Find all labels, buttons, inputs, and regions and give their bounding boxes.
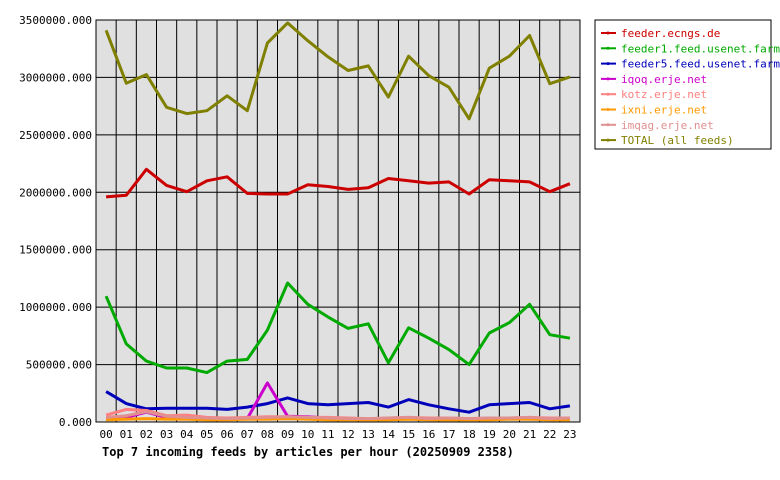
series-lines	[104, 21, 571, 422]
series-line	[104, 21, 571, 121]
y-tick-label: 1500000.000	[19, 244, 92, 257]
series-line	[104, 281, 571, 375]
x-tick-label: 17	[442, 428, 455, 441]
x-tick-label: 05	[200, 428, 213, 441]
y-tick-label: 500000.000	[26, 359, 92, 372]
x-tick-label: 01	[120, 428, 133, 441]
y-tick-label: 3500000.000	[19, 14, 92, 27]
x-tick-label: 19	[483, 428, 496, 441]
legend-marker	[606, 62, 610, 66]
y-tick-label: 1000000.000	[19, 301, 92, 314]
legend-label: ixni.erje.net	[621, 104, 707, 117]
y-tick-label: 3000000.000	[19, 71, 92, 84]
x-tick-label: 08	[261, 428, 274, 441]
x-tick-label: 16	[422, 428, 435, 441]
x-tick-label: 15	[402, 428, 415, 441]
x-tick-label: 12	[341, 428, 354, 441]
chart-title: Top 7 incoming feeds by articles per hou…	[102, 445, 514, 459]
x-tick-label: 10	[301, 428, 314, 441]
y-tick-label: 0.000	[59, 416, 92, 429]
x-tick-label: 18	[462, 428, 475, 441]
legend-label: feeder5.feed.usenet.farm	[621, 58, 780, 71]
legend-marker	[606, 31, 610, 35]
x-tick-label: 09	[281, 428, 294, 441]
y-tick-label: 2500000.000	[19, 129, 92, 142]
legend-marker	[606, 92, 610, 96]
legend-label: TOTAL (all feeds)	[621, 134, 734, 147]
legend-marker	[606, 123, 610, 127]
x-tick-label: 03	[160, 428, 173, 441]
legend-label: kotz.erje.net	[621, 88, 707, 101]
x-axis-labels: 00 01 02 03 04 05 06 07 08 09 10 11 12 13 14 15 16 17 18 19…	[99, 428, 576, 441]
legend-marker	[606, 77, 610, 81]
x-tick-label: 22	[543, 428, 556, 441]
legend: feeder.ecngs.de feeder1.feed.usenet.farm f…	[594, 19, 780, 150]
legend-label: feeder1.feed.usenet.farm	[621, 42, 780, 55]
x-tick-label: 21	[523, 428, 536, 441]
x-tick-label: 20	[503, 428, 516, 441]
legend-marker	[606, 138, 610, 142]
legend-label: feeder.ecngs.de	[621, 27, 720, 40]
y-axis-labels: 0.000 500000.000 1000000.000 1500000.000 200…	[19, 14, 92, 429]
legend-label: imqag.erje.net	[621, 119, 714, 132]
x-tick-label: 04	[180, 428, 194, 441]
series-line	[105, 167, 571, 199]
legend-marker	[606, 46, 610, 50]
plot-frame	[95, 19, 581, 423]
x-tick-label: 11	[321, 428, 334, 441]
x-tick-label: 06	[220, 428, 233, 441]
x-tick-label: 13	[362, 428, 375, 441]
y-tick-label: 2000000.000	[19, 186, 92, 199]
x-tick-label: 02	[140, 428, 153, 441]
series-line	[105, 410, 570, 421]
x-tick-label: 14	[382, 428, 396, 441]
series-line	[105, 390, 571, 414]
grid-lines	[96, 20, 580, 422]
x-tick-label: 00	[99, 428, 112, 441]
legend-box	[594, 19, 772, 150]
legend-label: iqoq.erje.net	[621, 73, 707, 86]
x-tick-label: 07	[241, 428, 254, 441]
legend-marker	[606, 108, 610, 111]
x-tick-label: 23	[563, 428, 576, 441]
